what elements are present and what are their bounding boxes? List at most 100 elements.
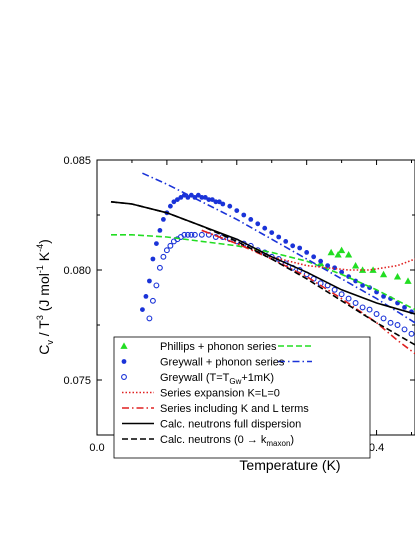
data-point (402, 305, 407, 310)
data-point (380, 315, 387, 322)
data-point (140, 307, 145, 312)
data-point (199, 195, 205, 200)
data-point (290, 243, 296, 249)
data-point (147, 278, 152, 284)
data-point (366, 306, 373, 313)
data-point (304, 250, 310, 255)
legend-box (113, 336, 371, 459)
x-tick-label: 0.4 (369, 442, 384, 454)
series-line (201, 229, 415, 271)
data-point (401, 326, 408, 333)
data-point (393, 273, 402, 280)
data-point (327, 248, 335, 256)
data-point (338, 291, 345, 298)
data-point (338, 246, 346, 254)
data-point (216, 199, 222, 205)
legend-marker (121, 374, 127, 380)
data-point (154, 241, 159, 247)
data-point (220, 201, 226, 207)
series-4 (142, 172, 415, 324)
series-0 (317, 246, 412, 284)
data-point (150, 256, 156, 262)
data-point (404, 277, 412, 284)
data-point (318, 258, 324, 264)
data-point (198, 231, 205, 238)
plot-area (110, 172, 415, 355)
data-point (387, 319, 394, 326)
y-tick-label: 0.080 (63, 265, 91, 277)
data-point (181, 231, 188, 238)
data-point (171, 199, 177, 205)
y-tick-label: 0.075 (63, 375, 91, 387)
data-point (311, 254, 317, 260)
data-point (167, 242, 174, 249)
data-point (248, 217, 254, 222)
series-line (111, 234, 415, 311)
data-point (331, 286, 338, 293)
data-point (345, 251, 353, 258)
data-point (339, 269, 345, 275)
data-point (195, 192, 201, 198)
data-point (297, 245, 303, 251)
legend: Phillips + phonon series Greywall + phono… (113, 336, 371, 459)
series-line (110, 201, 415, 346)
x-axis-title: Temperature (K) (239, 457, 340, 473)
data-point (202, 195, 208, 200)
data-point (334, 251, 342, 258)
legend-entry: Greywall + phonon series (121, 357, 312, 369)
legend-label: Calc. neutrons (0 → kmaxon) (160, 434, 294, 448)
data-point (188, 231, 195, 238)
series-3 (111, 234, 415, 311)
legend-label: Calc. neutrons full dispersion (160, 419, 301, 431)
series-line (142, 172, 415, 324)
data-point (209, 197, 215, 203)
data-point (227, 203, 233, 209)
data-point (157, 228, 163, 233)
legend-label: Greywall + phonon series (160, 357, 285, 369)
y-axis-ticks: 0.075 0.080 0.085 (63, 155, 415, 436)
data-point (373, 311, 380, 317)
data-point (153, 282, 160, 289)
legend-entry: Calc. neutrons full dispersion (122, 419, 301, 431)
data-point (156, 264, 163, 271)
series-line (110, 201, 415, 315)
legend-entry: Series including K and L terms (122, 403, 309, 415)
data-point (358, 266, 367, 273)
data-point (163, 247, 170, 254)
data-point (381, 294, 386, 299)
data-point (325, 263, 331, 268)
legend-marker (120, 342, 128, 349)
data-point (178, 195, 184, 200)
legend-entry: Greywall (T=TGw+1mK) (121, 372, 274, 386)
data-point (185, 195, 191, 200)
data-point (206, 197, 212, 203)
data-point (167, 203, 173, 209)
data-point (255, 221, 261, 227)
data-point (188, 192, 194, 198)
data-point (213, 199, 219, 205)
series-1 (140, 192, 414, 315)
legend-label: Series expansion K=L=0 (160, 388, 280, 400)
data-point (262, 225, 268, 231)
series-6 (201, 229, 415, 355)
data-point (408, 330, 415, 337)
data-point (146, 315, 153, 322)
data-point (191, 231, 198, 238)
data-point (269, 230, 275, 236)
data-point (160, 217, 166, 222)
data-point (174, 197, 180, 203)
data-point (359, 304, 366, 311)
y-axis-title: Cv / T3 (J mol-1 K-4) (35, 239, 55, 355)
data-point (394, 322, 401, 328)
data-point (160, 253, 167, 260)
data-point (234, 208, 240, 214)
data-point (149, 297, 156, 304)
legend-entry: Series expansion K=L=0 (122, 388, 280, 400)
series-5 (201, 229, 415, 271)
legend-label: Phillips + phonon series (160, 341, 277, 353)
series-7 (110, 201, 415, 315)
x-tick-label: 0.0 (89, 442, 104, 454)
data-point (283, 239, 289, 244)
legend-label: Greywall (T=TGw+1mK) (160, 372, 274, 386)
